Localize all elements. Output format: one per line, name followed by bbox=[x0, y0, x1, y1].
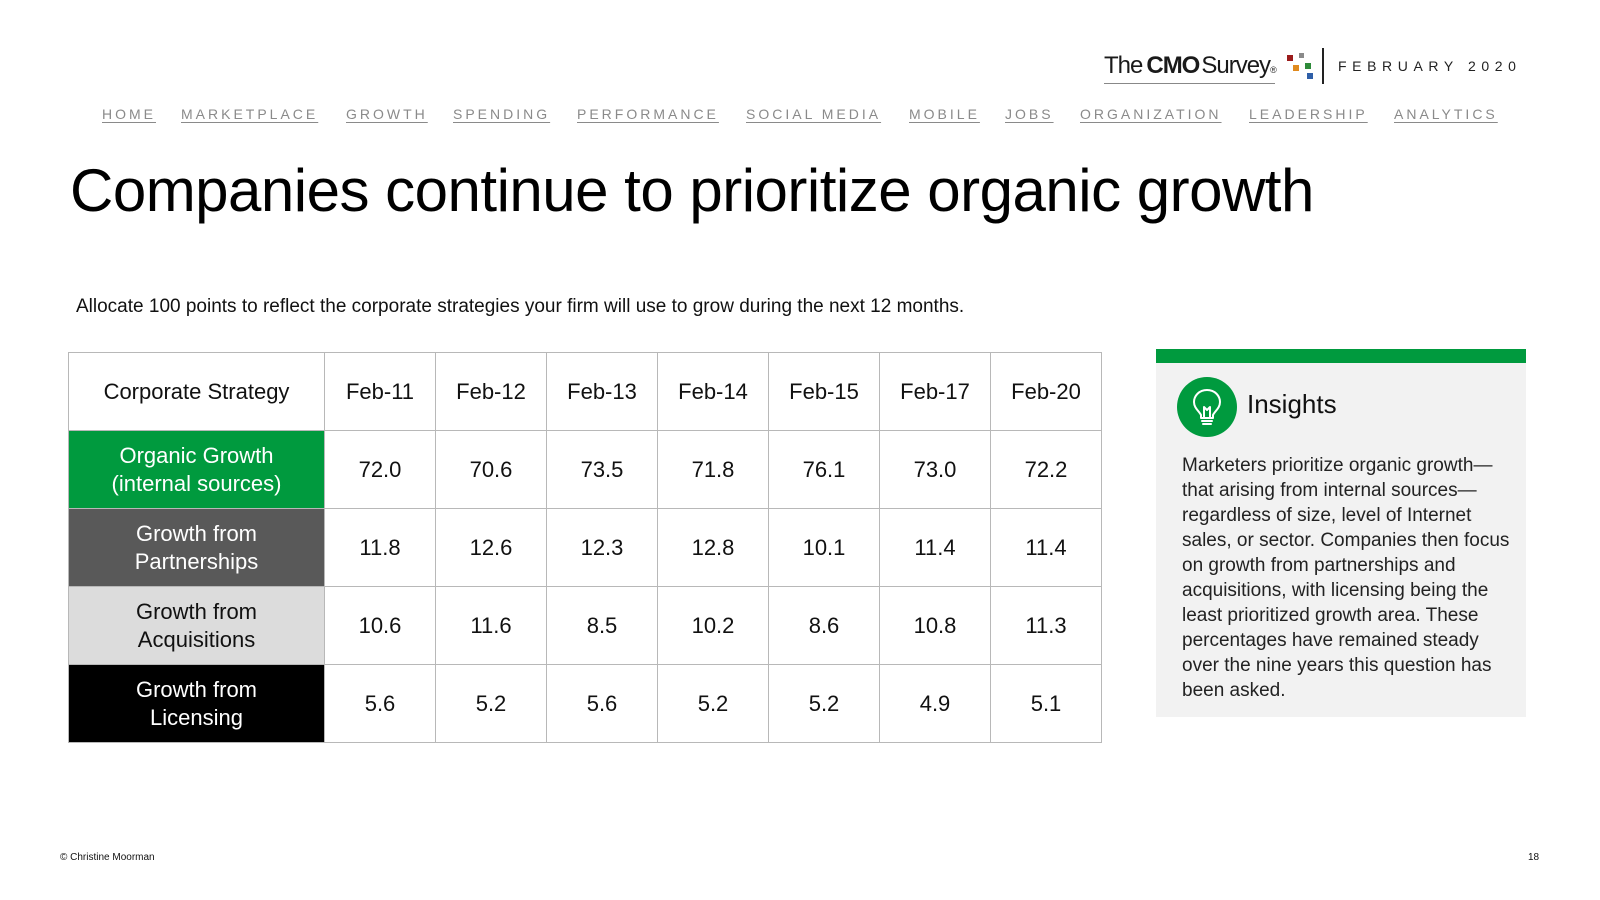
nav-organization[interactable]: ORGANIZATION bbox=[1080, 106, 1222, 122]
row-label-line2: Partnerships bbox=[134, 548, 259, 574]
nav-home[interactable]: HOME bbox=[102, 106, 156, 122]
table-cell: 5.6 bbox=[546, 664, 658, 743]
logo-survey: Survey bbox=[1201, 52, 1271, 79]
row-label-line1: Growth from bbox=[135, 520, 258, 546]
table-cell: 70.6 bbox=[435, 430, 547, 509]
lightbulb-icon bbox=[1177, 377, 1237, 437]
table-row-licensing: Growth from Licensing 5.6 5.2 5.6 5.2 5.… bbox=[68, 664, 1102, 743]
row-label: Growth from Partnerships bbox=[68, 508, 325, 587]
cmo-survey-logo[interactable]: The CMO Survey ® bbox=[1104, 44, 1319, 88]
row-label-line1: Organic Growth bbox=[119, 442, 274, 468]
table-row-organic-growth: Organic Growth (internal sources) 72.0 7… bbox=[68, 430, 1102, 509]
row-label-line1: Growth from bbox=[135, 676, 258, 702]
header-cell: Feb-17 bbox=[879, 352, 991, 431]
table-cell: 11.6 bbox=[435, 586, 547, 665]
nav-mobile[interactable]: MOBILE bbox=[909, 106, 980, 122]
page-title: Companies continue to prioritize organic… bbox=[70, 157, 1314, 224]
header-cell: Feb-13 bbox=[546, 352, 658, 431]
table-row-partnerships: Growth from Partnerships 11.8 12.6 12.3 … bbox=[68, 508, 1102, 587]
table-cell: 10.8 bbox=[879, 586, 991, 665]
row-label-line2: Acquisitions bbox=[137, 626, 256, 652]
table-cell: 5.2 bbox=[657, 664, 769, 743]
logo-the: The bbox=[1104, 52, 1143, 79]
table-cell: 72.2 bbox=[990, 430, 1102, 509]
insights-heading: Insights bbox=[1247, 389, 1337, 419]
logo-underline bbox=[1104, 83, 1275, 84]
table-cell: 10.6 bbox=[324, 586, 436, 665]
table-cell: 11.4 bbox=[990, 508, 1102, 587]
table-cell: 76.1 bbox=[768, 430, 880, 509]
row-label: Organic Growth (internal sources) bbox=[68, 430, 325, 509]
nav-leadership[interactable]: LEADERSHIP bbox=[1249, 106, 1368, 122]
header-cell: Feb-15 bbox=[768, 352, 880, 431]
table-cell: 5.2 bbox=[435, 664, 547, 743]
nav-jobs[interactable]: JOBS bbox=[1005, 106, 1054, 122]
table-cell: 4.9 bbox=[879, 664, 991, 743]
table-cell: 10.2 bbox=[657, 586, 769, 665]
insights-body: Marketers prioritize organic growth—that… bbox=[1182, 455, 1510, 701]
table-cell: 71.8 bbox=[657, 430, 769, 509]
logo-registered: ® bbox=[1270, 65, 1277, 75]
header-cell: Feb-20 bbox=[990, 352, 1102, 431]
table-cell: 12.8 bbox=[657, 508, 769, 587]
table-cell: 5.6 bbox=[324, 664, 436, 743]
row-label-line1: Growth from bbox=[135, 598, 258, 624]
table-cell: 5.1 bbox=[990, 664, 1102, 743]
logo-cmo: CMO bbox=[1146, 52, 1200, 79]
nav-analytics[interactable]: ANALYTICS bbox=[1394, 106, 1498, 122]
table-cell: 11.8 bbox=[324, 508, 436, 587]
nav-growth[interactable]: GROWTH bbox=[346, 106, 428, 122]
table-cell: 8.6 bbox=[768, 586, 880, 665]
header-divider bbox=[1322, 48, 1324, 84]
logo-wordmark: The CMO Survey ® bbox=[1104, 52, 1277, 80]
header-cell: Feb-12 bbox=[435, 352, 547, 431]
table-cell: 5.2 bbox=[768, 664, 880, 743]
strategy-table: Corporate Strategy Feb-11 Feb-12 Feb-13 … bbox=[68, 352, 1102, 743]
nav-social-media[interactable]: SOCIAL MEDIA bbox=[746, 106, 882, 122]
nav-spending[interactable]: SPENDING bbox=[453, 106, 551, 122]
page-number: 18 bbox=[1528, 852, 1540, 863]
table-cell: 12.6 bbox=[435, 508, 547, 587]
table-cell: 11.3 bbox=[990, 586, 1102, 665]
table-cell: 73.0 bbox=[879, 430, 991, 509]
table-header-row: Corporate Strategy Feb-11 Feb-12 Feb-13 … bbox=[68, 352, 1102, 431]
insights-panel: Insights Marketers prioritize organic gr… bbox=[1156, 349, 1526, 717]
table-cell: 11.4 bbox=[879, 508, 991, 587]
row-label-line2: Licensing bbox=[150, 704, 243, 730]
copyright: © Christine Moorman bbox=[60, 852, 155, 863]
table-cell: 8.5 bbox=[546, 586, 658, 665]
row-label: Growth from Acquisitions bbox=[68, 586, 325, 665]
table-cell: 73.5 bbox=[546, 430, 658, 509]
header-cell: Feb-11 bbox=[324, 352, 436, 431]
insights-accent-bar bbox=[1156, 349, 1526, 363]
survey-date: FEBRUARY 2020 bbox=[1338, 58, 1522, 74]
nav-performance[interactable]: PERFORMANCE bbox=[577, 106, 719, 122]
table-cell: 72.0 bbox=[324, 430, 436, 509]
table-cell: 10.1 bbox=[768, 508, 880, 587]
logo-dots-icon bbox=[1281, 51, 1319, 81]
table-cell: 12.3 bbox=[546, 508, 658, 587]
survey-question: Allocate 100 points to reflect the corpo… bbox=[76, 296, 965, 317]
row-label-line2: (internal sources) bbox=[111, 470, 282, 496]
header-cell: Corporate Strategy bbox=[68, 352, 325, 431]
row-label: Growth from Licensing bbox=[68, 664, 325, 743]
nav-marketplace[interactable]: MARKETPLACE bbox=[181, 106, 319, 122]
header-cell: Feb-14 bbox=[657, 352, 769, 431]
table-row-acquisitions: Growth from Acquisitions 10.6 11.6 8.5 1… bbox=[68, 586, 1102, 665]
